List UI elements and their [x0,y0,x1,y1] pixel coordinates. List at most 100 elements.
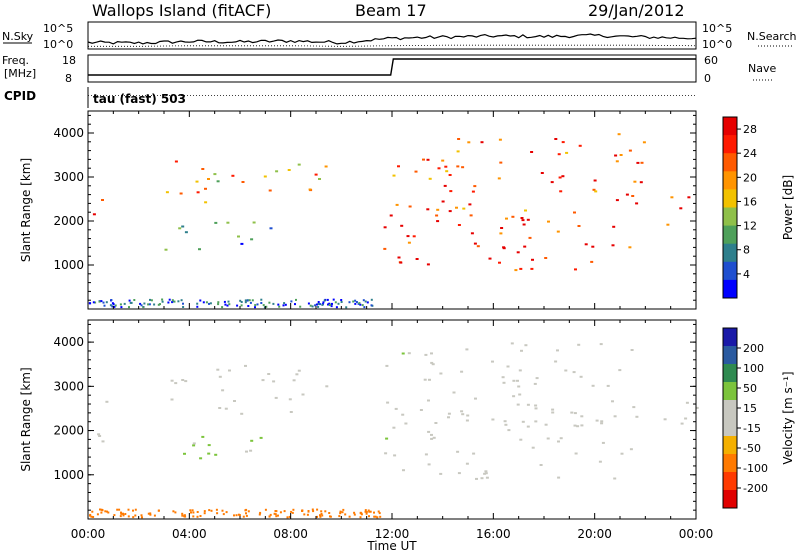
colorbar-segment [723,472,737,491]
data-cell [419,409,423,411]
data-cell [551,411,555,414]
data-cell [632,406,636,409]
data-cell [424,353,428,356]
data-cell [105,301,108,304]
nsearch-label: N.Search [747,30,797,43]
data-cell [385,364,389,367]
data-cell [426,158,430,161]
data-cell [436,208,440,211]
data-cell [320,512,323,515]
data-cell [474,397,477,400]
data-cell [134,508,137,511]
data-cell [96,513,99,516]
data-cell [428,378,431,381]
data-cell [601,441,605,444]
colorbar-segment [723,346,737,365]
data-cell [330,305,333,308]
colorbar-segment [723,436,737,455]
colorbar-segment [723,171,737,190]
data-cell [342,508,345,511]
x-tick-label: 04:00 [172,527,207,541]
data-cell [633,180,637,183]
data-cell [277,303,280,306]
data-cell [385,437,389,440]
data-cell [559,437,563,440]
colorbar-segment [723,490,737,509]
data-cell [635,202,639,205]
data-cell [120,512,123,515]
colorbar-title: Power [dB] [781,175,795,240]
data-cell [264,508,267,511]
data-cell [201,435,205,438]
data-cell [214,453,218,456]
data-cell [235,514,238,517]
data-cell [316,508,319,511]
data-cell [316,515,318,518]
data-cell [498,138,502,141]
data-cell [339,512,342,515]
data-cell [340,299,343,301]
data-cell [265,305,268,308]
data-cell [401,413,405,416]
data-cell [171,299,174,302]
data-cell [523,245,527,248]
data-cell [359,516,362,519]
data-cell [695,406,699,409]
data-cell [297,163,301,166]
data-cell [101,199,104,201]
data-cell [199,299,202,302]
nave-tick-bottom: 0 [704,72,711,85]
data-cell [556,230,560,233]
data-cell [278,305,281,308]
noise-line-1 [88,44,697,47]
colorbar-segment [723,225,737,245]
data-cell [122,514,125,517]
data-cell [363,306,366,309]
data-cell [282,304,285,307]
data-cell [636,161,640,164]
colorbar-tick-label: 16 [743,195,757,208]
data-cell [98,300,101,303]
data-cell [501,376,505,379]
data-cell [275,170,279,173]
data-cell [520,349,523,352]
data-cell [120,306,123,309]
data-cell [522,223,526,226]
data-cell [205,301,208,304]
colorbar-segment [723,243,737,263]
data-cell [275,510,278,513]
data-cell [192,444,196,447]
data-cell [557,153,561,156]
data-cell [116,508,119,511]
data-cell [262,304,265,307]
colorbar-segment [723,279,737,299]
data-cell [317,301,320,303]
data-cell [183,514,186,517]
data-cell [149,513,152,516]
data-cell [447,416,450,419]
data-cell [348,301,351,304]
data-cell [181,379,185,381]
data-cell [348,515,351,518]
data-cell [499,232,503,235]
data-cell [439,372,443,375]
data-cell [132,516,135,519]
data-cell [181,512,184,515]
data-cell [427,430,431,433]
data-cell [540,172,544,174]
data-cell [328,304,331,306]
data-cell [339,510,342,513]
data-cell [640,161,644,164]
data-cell [476,245,480,248]
data-cell [242,515,245,518]
data-cell [557,440,560,443]
data-cell [244,299,247,302]
data-cell [364,509,367,512]
data-cell [183,452,186,455]
data-cell [344,513,347,516]
data-cell [182,302,184,305]
data-cell [287,169,291,171]
data-cell [517,385,521,388]
colorbar-frame [722,116,738,299]
data-cell [301,509,304,512]
